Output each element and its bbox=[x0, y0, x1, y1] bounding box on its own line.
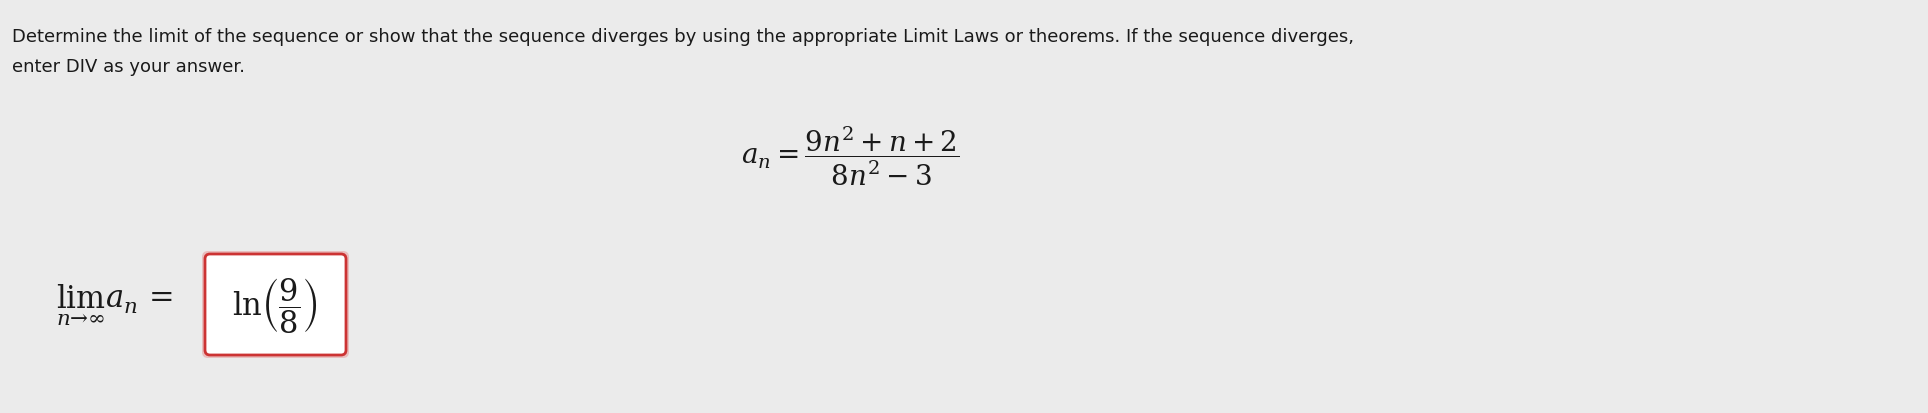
FancyBboxPatch shape bbox=[204, 254, 345, 355]
Text: $\lim_{n \to \infty} a_n =$: $\lim_{n \to \infty} a_n =$ bbox=[56, 282, 174, 327]
FancyBboxPatch shape bbox=[202, 252, 349, 358]
Text: $\ln\!\left(\dfrac{9}{8}\right)$: $\ln\!\left(\dfrac{9}{8}\right)$ bbox=[231, 275, 318, 335]
Text: enter DIV as your answer.: enter DIV as your answer. bbox=[12, 58, 245, 76]
Text: Determine the limit of the sequence or show that the sequence diverges by using : Determine the limit of the sequence or s… bbox=[12, 28, 1353, 46]
Text: $a_n = \dfrac{9n^2 + n + 2}{8n^2 - 3}$: $a_n = \dfrac{9n^2 + n + 2}{8n^2 - 3}$ bbox=[740, 125, 960, 188]
